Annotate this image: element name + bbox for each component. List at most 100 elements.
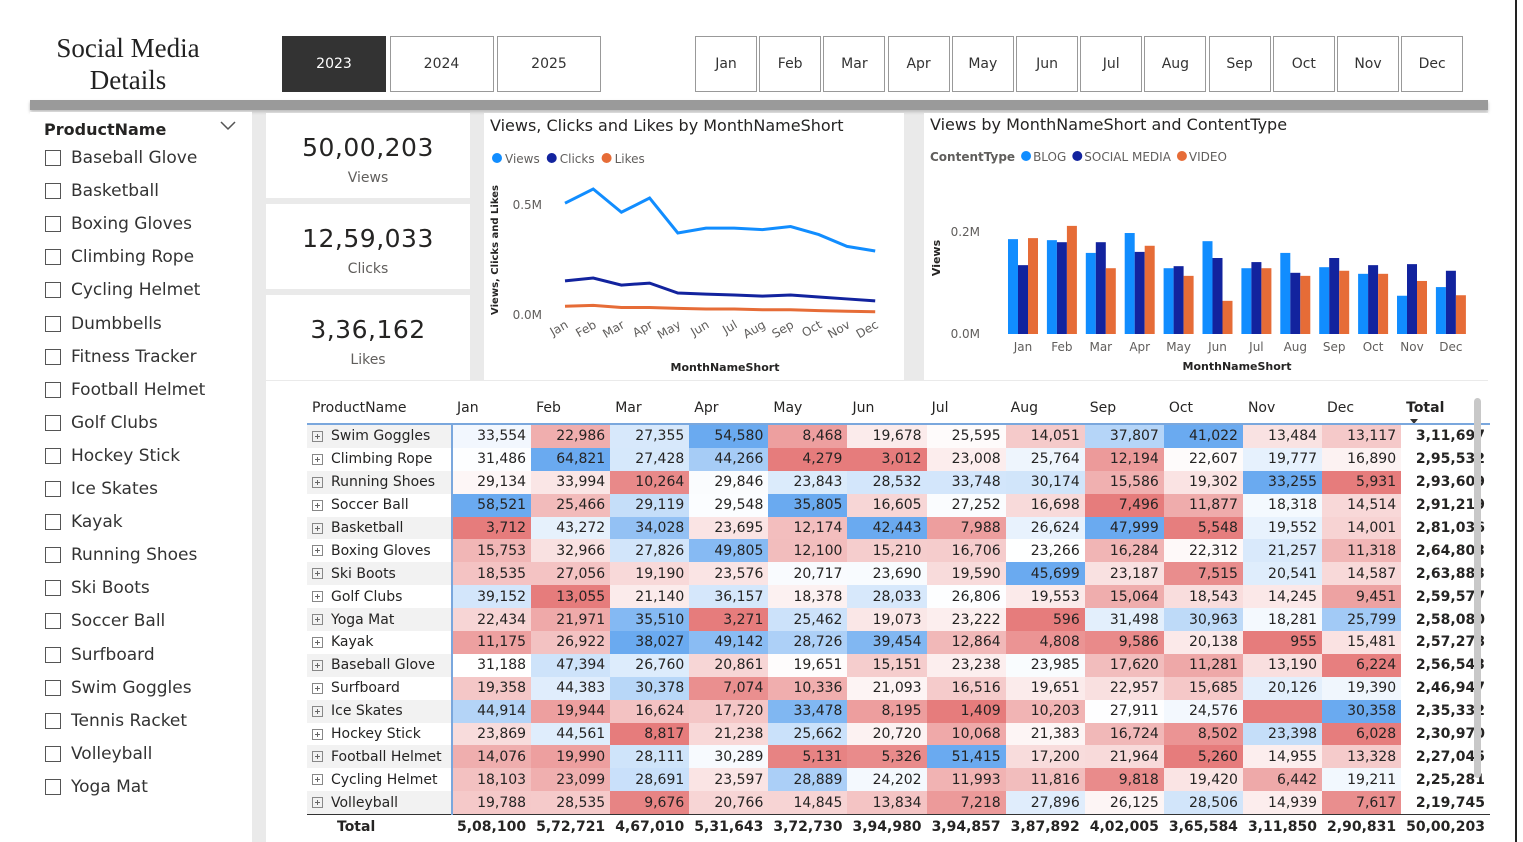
- expand-icon[interactable]: [312, 797, 323, 809]
- row-header[interactable]: Ski Boots: [307, 562, 453, 586]
- slicer-item[interactable]: Volleyball: [45, 739, 152, 769]
- chevron[interactable]: [220, 120, 236, 132]
- column-header[interactable]: Dec: [1322, 393, 1402, 425]
- row-header[interactable]: Running Shoes: [307, 470, 453, 494]
- year-button[interactable]: 2025: [497, 36, 601, 92]
- slicer-item[interactable]: Baseball Glove: [45, 143, 197, 173]
- row-header[interactable]: Boxing Gloves: [307, 539, 453, 563]
- month-button[interactable]: Jan: [695, 36, 757, 92]
- expand-icon[interactable]: [312, 705, 323, 717]
- column-header[interactable]: Jun: [847, 393, 927, 425]
- year-button[interactable]: 2024: [389, 36, 494, 92]
- scrollbar[interactable]: [1474, 398, 1481, 778]
- checkbox[interactable]: [45, 183, 61, 200]
- slicer-item[interactable]: Soccer Ball: [45, 606, 165, 636]
- expand-icon[interactable]: [312, 568, 323, 580]
- expand-icon[interactable]: [312, 545, 323, 557]
- month-button[interactable]: Jul: [1080, 36, 1143, 92]
- month-button[interactable]: Mar: [823, 36, 886, 92]
- column-header[interactable]: ProductName: [307, 393, 452, 425]
- row-header[interactable]: Kayak: [307, 631, 453, 654]
- expand-icon[interactable]: [312, 728, 323, 740]
- expand-icon[interactable]: [312, 774, 323, 786]
- slicer-item[interactable]: Cycling Helmet: [45, 275, 200, 305]
- column-header[interactable]: Feb: [531, 393, 611, 425]
- row-header[interactable]: Volleyball: [307, 791, 453, 815]
- row-header[interactable]: Golf Clubs: [307, 585, 453, 609]
- row-header[interactable]: Football Helmet: [307, 745, 453, 769]
- checkbox[interactable]: [45, 778, 61, 795]
- checkbox[interactable]: [45, 712, 61, 729]
- expand-icon[interactable]: [312, 682, 323, 694]
- month-button[interactable]: Oct: [1272, 36, 1335, 92]
- slicer-item[interactable]: Dumbbells: [45, 309, 162, 339]
- checkbox[interactable]: [45, 580, 61, 597]
- expand-icon[interactable]: [312, 430, 323, 442]
- slicer-item[interactable]: Tennis Racket: [45, 706, 187, 736]
- row-header[interactable]: Climbing Rope: [307, 447, 453, 471]
- month-button[interactable]: Sep: [1208, 36, 1271, 92]
- month-button[interactable]: Aug: [1144, 36, 1207, 92]
- slicer-item[interactable]: Running Shoes: [45, 540, 197, 570]
- row-header[interactable]: Cycling Helmet: [307, 768, 453, 792]
- column-header[interactable]: Oct: [1163, 393, 1243, 425]
- row-header[interactable]: Ice Skates: [307, 699, 453, 723]
- slicer-item[interactable]: Yoga Mat: [45, 772, 148, 802]
- checkbox[interactable]: [45, 646, 61, 663]
- expand-icon[interactable]: [312, 522, 323, 534]
- checkbox[interactable]: [45, 481, 61, 497]
- slicer-item[interactable]: Ski Boots: [45, 573, 150, 603]
- month-button[interactable]: Feb: [759, 36, 822, 92]
- year-button[interactable]: 2023: [282, 36, 386, 92]
- column-header[interactable]: Jul: [926, 393, 1006, 425]
- checkbox[interactable]: [45, 547, 61, 564]
- expand-icon[interactable]: [312, 614, 323, 626]
- checkbox[interactable]: [45, 679, 61, 696]
- row-header[interactable]: Hockey Stick: [307, 722, 453, 746]
- expand-icon[interactable]: [312, 636, 323, 648]
- row-header[interactable]: Surfboard: [307, 676, 453, 700]
- checkbox[interactable]: [45, 348, 61, 365]
- column-header[interactable]: Aug: [1005, 393, 1085, 425]
- expand-icon[interactable]: [312, 591, 323, 603]
- checkbox[interactable]: [45, 514, 61, 531]
- month-button[interactable]: Apr: [887, 36, 950, 92]
- checkbox[interactable]: [45, 315, 61, 332]
- expand-icon[interactable]: [312, 659, 323, 671]
- checkbox[interactable]: [45, 282, 61, 299]
- row-header[interactable]: Baseball Glove: [307, 653, 453, 677]
- column-header[interactable]: Nov: [1242, 393, 1323, 425]
- checkbox[interactable]: [45, 381, 61, 398]
- column-header[interactable]: Apr: [689, 393, 769, 425]
- slicer-item[interactable]: Football Helmet: [45, 375, 205, 405]
- slicer-item[interactable]: Golf Clubs: [45, 408, 158, 438]
- checkbox[interactable]: [45, 613, 61, 630]
- slicer-item[interactable]: Fitness Tracker: [45, 342, 197, 372]
- expand-icon[interactable]: [312, 476, 323, 488]
- checkbox[interactable]: [45, 249, 61, 266]
- row-header[interactable]: Swim Goggles: [307, 424, 453, 448]
- column-header[interactable]: May: [768, 393, 848, 425]
- slicer-item[interactable]: Boxing Gloves: [45, 209, 192, 239]
- slicer-item[interactable]: Ice Skates: [45, 474, 158, 504]
- column-header[interactable]: Mar: [610, 393, 690, 425]
- row-header[interactable]: Basketball: [307, 516, 453, 540]
- slicer-item[interactable]: Climbing Rope: [45, 242, 194, 272]
- checkbox[interactable]: [45, 150, 61, 166]
- slicer-item[interactable]: Basketball: [45, 176, 159, 206]
- checkbox[interactable]: [45, 447, 61, 464]
- checkbox[interactable]: [45, 745, 61, 762]
- slicer-item[interactable]: Surfboard: [45, 640, 155, 670]
- slicer-item[interactable]: Swim Goggles: [45, 673, 192, 703]
- slicer-item[interactable]: Hockey Stick: [45, 441, 180, 471]
- month-button[interactable]: Jun: [1016, 36, 1078, 92]
- month-button[interactable]: Nov: [1337, 36, 1399, 92]
- slicer-item[interactable]: Kayak: [45, 507, 123, 537]
- expand-icon[interactable]: [312, 751, 323, 763]
- month-button[interactable]: May: [951, 36, 1014, 92]
- checkbox[interactable]: [45, 216, 61, 233]
- row-header[interactable]: Soccer Ball: [307, 493, 453, 517]
- checkbox[interactable]: [45, 414, 61, 431]
- column-header[interactable]: Sep: [1084, 393, 1164, 425]
- expand-icon[interactable]: [312, 453, 323, 465]
